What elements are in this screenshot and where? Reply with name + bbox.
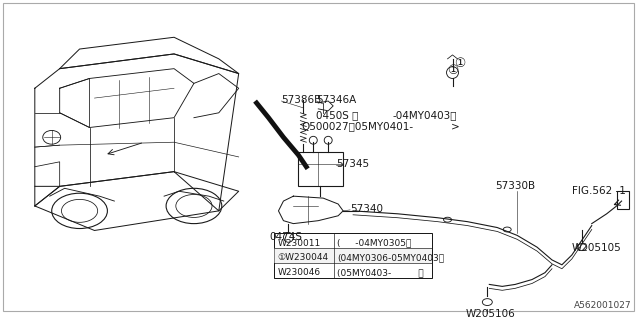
- Text: ①: ①: [447, 64, 458, 77]
- Text: 57340: 57340: [350, 204, 383, 214]
- Text: ①: ①: [454, 57, 465, 70]
- Text: -04MY0403〉: -04MY0403〉: [393, 110, 458, 120]
- Bar: [275, 233, 431, 277]
- Text: 57346A: 57346A: [316, 95, 356, 105]
- Text: W230011: W230011: [278, 239, 321, 248]
- Text: Q500027〈05MY0401-: Q500027〈05MY0401-: [301, 122, 413, 132]
- Bar: [298, 152, 343, 186]
- Text: W230046: W230046: [278, 268, 321, 277]
- Text: 57345: 57345: [336, 159, 369, 169]
- Text: FIG.562 -1: FIG.562 -1: [572, 186, 626, 196]
- Text: (05MY0403-   〉: (05MY0403- 〉: [337, 268, 424, 277]
- Text: 57386B: 57386B: [282, 95, 322, 105]
- Text: 0474S: 0474S: [269, 232, 303, 243]
- Text: >: >: [451, 122, 460, 132]
- Text: W205106: W205106: [465, 309, 515, 319]
- Text: W205105: W205105: [572, 243, 621, 253]
- Text: (   -04MY0305〉: ( -04MY0305〉: [337, 239, 412, 248]
- Text: (04MY0306-05MY0403〉: (04MY0306-05MY0403〉: [337, 253, 444, 262]
- Text: 0450S 〈: 0450S 〈: [316, 110, 358, 120]
- Bar: [275, 248, 431, 263]
- Text: A562001027: A562001027: [574, 301, 632, 310]
- Bar: [616, 191, 628, 209]
- Text: 57330B: 57330B: [495, 181, 536, 191]
- Text: ①W230044: ①W230044: [278, 253, 328, 262]
